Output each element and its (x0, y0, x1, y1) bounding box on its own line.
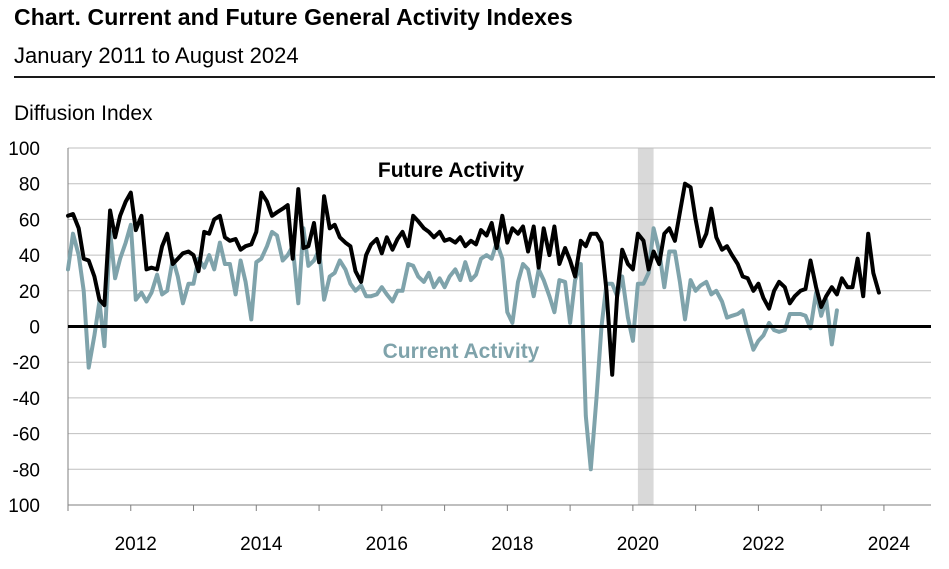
series-label-future: Future Activity (378, 159, 525, 182)
y-tick-label: 100 (8, 496, 40, 517)
x-tick-label: 2016 (366, 534, 408, 555)
y-tick-label: -60 (13, 425, 40, 446)
series-line-future-activity (66, 181, 881, 377)
y-tick-label: 60 (19, 210, 40, 231)
x-tick-label: 2014 (240, 534, 283, 555)
x-tick-label: 2012 (115, 534, 157, 555)
y-tick-label: 80 (19, 175, 40, 196)
x-tick-label: 2020 (617, 534, 659, 555)
chart-title: Chart. Current and Future General Activi… (14, 4, 573, 30)
x-tick-label: 2018 (491, 534, 533, 555)
chart-subtitle: January 2011 to August 2024 (14, 43, 299, 68)
y-tick-label: 0 (29, 318, 40, 339)
y-tick-label: -20 (13, 353, 40, 374)
series-label-current: Current Activity (383, 340, 540, 363)
y-tick-label: 40 (19, 246, 40, 267)
x-tick-label: 2022 (742, 534, 784, 555)
series-line-current-activity (66, 222, 839, 472)
y-axis-title: Diffusion Index (14, 102, 153, 125)
y-tick-label: 100 (8, 139, 40, 160)
title-divider (14, 76, 935, 78)
y-tick-label: -80 (13, 460, 40, 481)
y-tick-label: -40 (13, 389, 40, 410)
y-tick-label: 20 (19, 282, 40, 303)
x-tick-label: 2024 (868, 534, 911, 555)
